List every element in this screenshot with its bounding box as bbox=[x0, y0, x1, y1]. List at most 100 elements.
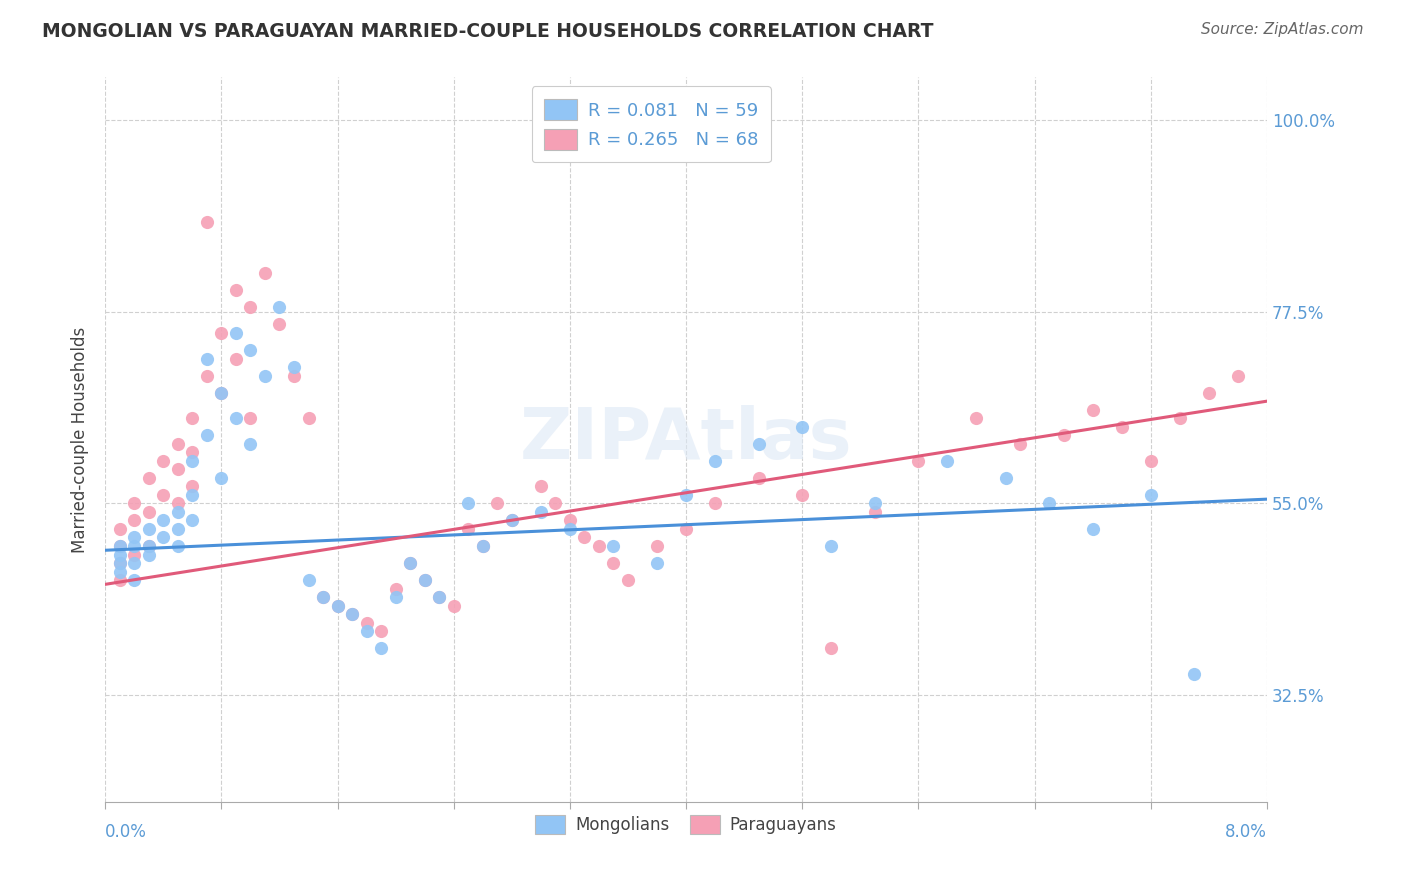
Point bbox=[617, 573, 640, 587]
Point bbox=[181, 513, 204, 527]
Text: 0.0%: 0.0% bbox=[105, 823, 148, 841]
Text: 8.0%: 8.0% bbox=[1225, 823, 1267, 841]
Point bbox=[602, 539, 624, 553]
Point bbox=[225, 326, 247, 340]
Point bbox=[544, 496, 567, 510]
Point bbox=[675, 522, 697, 536]
Point bbox=[413, 573, 436, 587]
Point bbox=[152, 488, 174, 502]
Point bbox=[792, 488, 814, 502]
Point bbox=[138, 539, 160, 553]
Y-axis label: Married-couple Households: Married-couple Households bbox=[72, 326, 89, 553]
Point bbox=[645, 556, 668, 570]
Point bbox=[239, 343, 262, 357]
Point bbox=[558, 522, 581, 536]
Point bbox=[994, 471, 1017, 485]
Point bbox=[269, 318, 291, 332]
Point bbox=[399, 556, 422, 570]
Point bbox=[907, 454, 929, 468]
Point bbox=[195, 215, 218, 229]
Point bbox=[486, 496, 509, 510]
Point bbox=[108, 556, 131, 570]
Point bbox=[384, 590, 406, 604]
Point bbox=[152, 531, 174, 545]
Point bbox=[122, 548, 145, 562]
Point bbox=[297, 573, 319, 587]
Point bbox=[166, 539, 188, 553]
Point bbox=[1226, 368, 1249, 383]
Point bbox=[748, 471, 770, 485]
Point bbox=[122, 573, 145, 587]
Point bbox=[108, 522, 131, 536]
Point bbox=[443, 599, 465, 613]
Point bbox=[209, 326, 232, 340]
Point bbox=[122, 496, 145, 510]
Point bbox=[370, 641, 392, 656]
Point bbox=[166, 496, 188, 510]
Point bbox=[501, 513, 523, 527]
Point bbox=[122, 539, 145, 553]
Point bbox=[574, 531, 596, 545]
Point bbox=[356, 624, 378, 639]
Point bbox=[108, 573, 131, 587]
Point bbox=[166, 522, 188, 536]
Point bbox=[1168, 411, 1191, 425]
Point bbox=[326, 599, 349, 613]
Point bbox=[1111, 419, 1133, 434]
Point bbox=[108, 556, 131, 570]
Point bbox=[966, 411, 988, 425]
Point bbox=[312, 590, 335, 604]
Point bbox=[530, 505, 553, 519]
Point bbox=[748, 436, 770, 450]
Point bbox=[138, 548, 160, 562]
Point bbox=[1038, 496, 1060, 510]
Point bbox=[1052, 428, 1074, 442]
Point bbox=[297, 411, 319, 425]
Point bbox=[166, 505, 188, 519]
Point bbox=[283, 360, 305, 375]
Point bbox=[108, 565, 131, 579]
Point bbox=[936, 454, 959, 468]
Point bbox=[1081, 522, 1104, 536]
Point bbox=[588, 539, 610, 553]
Point bbox=[1081, 402, 1104, 417]
Point bbox=[863, 505, 886, 519]
Point bbox=[122, 513, 145, 527]
Point bbox=[181, 445, 204, 459]
Point bbox=[1182, 666, 1205, 681]
Point bbox=[457, 496, 479, 510]
Point bbox=[530, 479, 553, 493]
Point bbox=[225, 351, 247, 366]
Point bbox=[863, 496, 886, 510]
Point bbox=[399, 556, 422, 570]
Point bbox=[602, 556, 624, 570]
Point bbox=[181, 479, 204, 493]
Point bbox=[645, 539, 668, 553]
Point bbox=[108, 539, 131, 553]
Point bbox=[704, 454, 727, 468]
Point bbox=[340, 607, 363, 622]
Point bbox=[181, 411, 204, 425]
Point bbox=[181, 488, 204, 502]
Point bbox=[138, 505, 160, 519]
Point bbox=[413, 573, 436, 587]
Point bbox=[283, 368, 305, 383]
Text: MONGOLIAN VS PARAGUAYAN MARRIED-COUPLE HOUSEHOLDS CORRELATION CHART: MONGOLIAN VS PARAGUAYAN MARRIED-COUPLE H… bbox=[42, 22, 934, 41]
Point bbox=[122, 556, 145, 570]
Point bbox=[471, 539, 494, 553]
Point bbox=[1139, 454, 1161, 468]
Point bbox=[340, 607, 363, 622]
Point bbox=[166, 436, 188, 450]
Point bbox=[239, 301, 262, 315]
Point bbox=[427, 590, 450, 604]
Point bbox=[704, 496, 727, 510]
Point bbox=[108, 539, 131, 553]
Legend: Mongolians, Paraguayans: Mongolians, Paraguayans bbox=[526, 805, 846, 844]
Point bbox=[820, 641, 842, 656]
Point bbox=[108, 548, 131, 562]
Point bbox=[1008, 436, 1031, 450]
Point bbox=[326, 599, 349, 613]
Point bbox=[675, 488, 697, 502]
Point bbox=[312, 590, 335, 604]
Point bbox=[239, 436, 262, 450]
